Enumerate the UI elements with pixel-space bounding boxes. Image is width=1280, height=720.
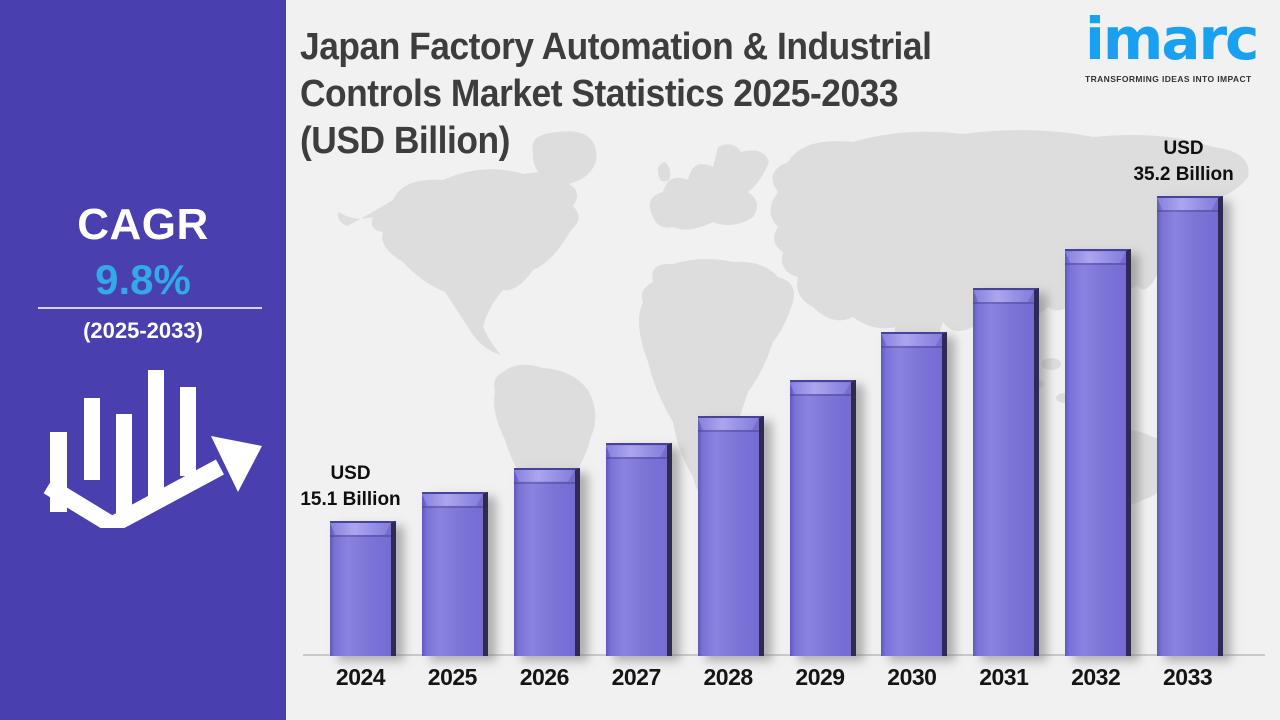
imarc-logo: imarc TRANSFORMING IDEAS INTO IMPACT	[1085, 5, 1259, 84]
x-axis-line	[303, 654, 1265, 656]
year-label-2029: 2029	[795, 664, 845, 690]
imarc-tagline: TRANSFORMING IDEAS INTO IMPACT	[1085, 73, 1252, 84]
bar-2026	[513, 467, 580, 656]
bar-2032	[1065, 249, 1132, 656]
cagr-value: 9.8%	[95, 256, 191, 303]
bar-2029	[789, 380, 856, 656]
imarc-wordmark: imarc	[1085, 5, 1259, 73]
chart-title-line-1: Japan Factory Automation & Industrial	[300, 26, 932, 68]
year-label-2031: 2031	[979, 664, 1029, 690]
icon-arrow-shaft	[43, 459, 225, 528]
cagr-label: CAGR	[77, 200, 209, 249]
cagr-sidebar: CAGR 9.8% (2025-2033)	[0, 0, 286, 720]
chart-title-line-3: (USD Billion)	[300, 120, 510, 162]
year-label-2027: 2027	[611, 664, 662, 690]
chart-title: Japan Factory Automation & Industrial Co…	[300, 24, 932, 165]
year-label-2030: 2030	[887, 664, 937, 690]
year-label-2032: 2032	[1071, 664, 1121, 690]
bar-2025	[421, 491, 488, 656]
bar-2033	[1157, 196, 1224, 656]
year-label-2025: 2025	[427, 664, 478, 690]
bar-2027	[605, 443, 672, 656]
value-label-2033: USD 35.2 Billion	[1133, 138, 1234, 185]
cagr-period: (2025-2033)	[83, 318, 203, 343]
year-label-2026: 2026	[519, 664, 570, 690]
icon-arrow-head	[211, 436, 262, 492]
bar-2030	[881, 331, 948, 656]
year-label-2033: 2033	[1163, 664, 1213, 690]
year-label-2024: 2024	[335, 664, 386, 690]
cagr-divider	[38, 307, 262, 309]
bar-2031	[973, 288, 1040, 656]
bar-2024	[330, 521, 396, 656]
growth-chart-arrow-icon	[43, 370, 262, 528]
year-label-2028: 2028	[703, 664, 754, 690]
bar-2028	[697, 415, 764, 656]
chart-title-line-2: Controls Market Statistics 2025-2033	[300, 73, 899, 115]
value-label-2024: USD 15.1 Billion	[300, 463, 401, 510]
